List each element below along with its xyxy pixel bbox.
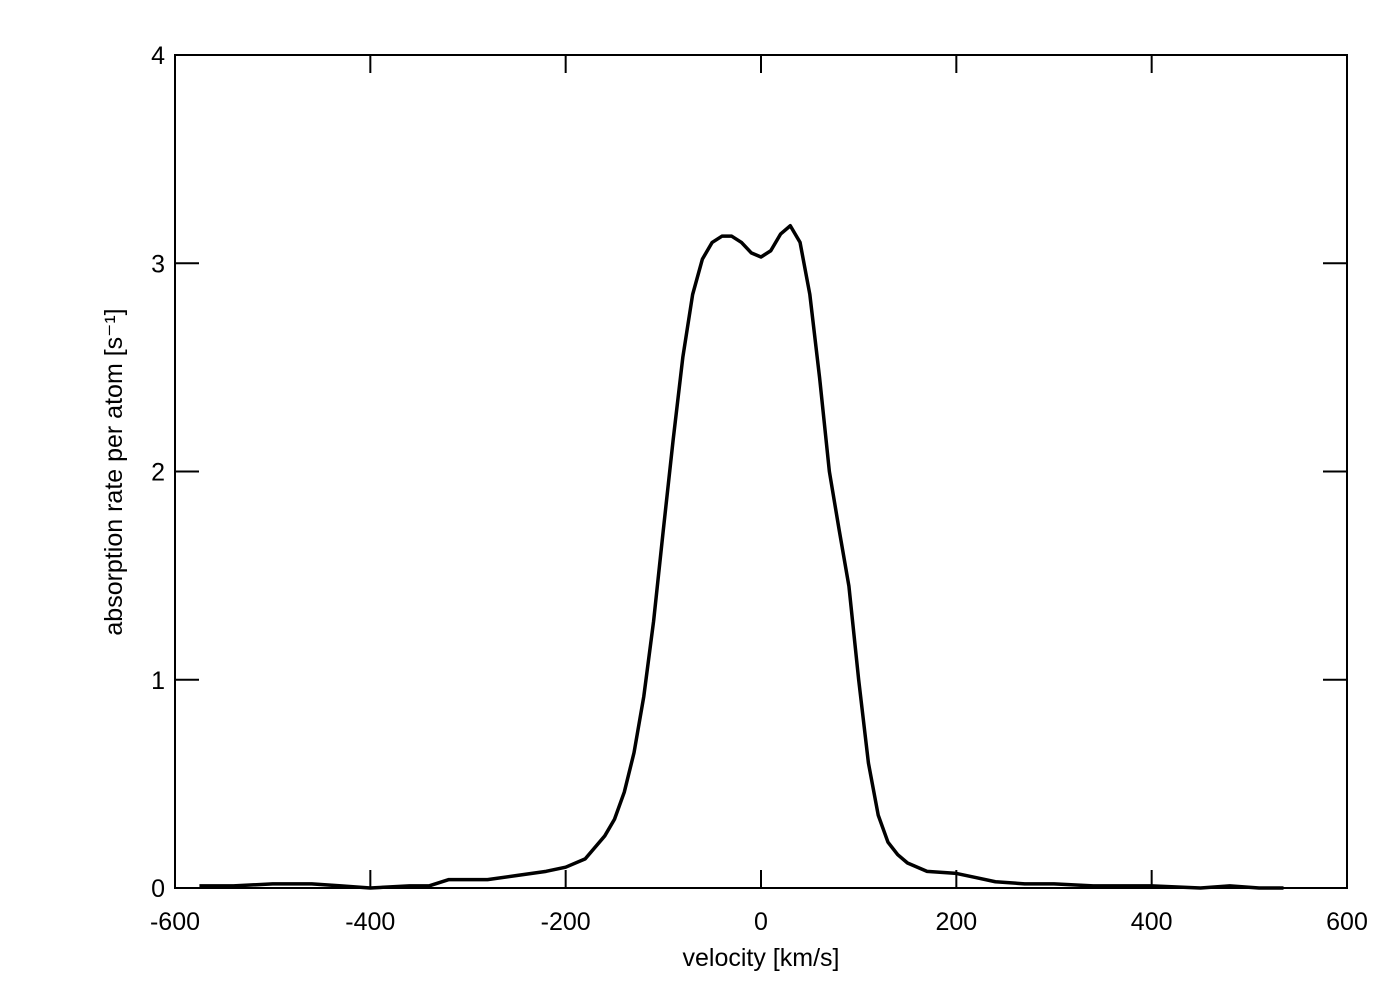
x-axis-label: velocity [km/s] [683, 944, 840, 972]
x-tick-label: 200 [935, 908, 977, 936]
y-tick-label: 0 [151, 875, 165, 903]
x-tick-label: 400 [1131, 908, 1173, 936]
y-tick-label: 1 [151, 667, 165, 695]
y-tick-label: 4 [151, 42, 165, 70]
x-tick-label: -200 [541, 908, 591, 936]
x-tick-label: -600 [150, 908, 200, 936]
y-tick-label: 2 [151, 459, 165, 487]
y-tick-label: 3 [151, 250, 165, 278]
x-tick-label: 600 [1326, 908, 1368, 936]
x-tick-label: -400 [345, 908, 395, 936]
data-line [199, 224, 1284, 890]
plot-frame [174, 54, 1348, 889]
y-axis-label: absorption rate per atom [s⁻¹] [100, 308, 128, 635]
x-tick-label: 0 [754, 908, 768, 936]
